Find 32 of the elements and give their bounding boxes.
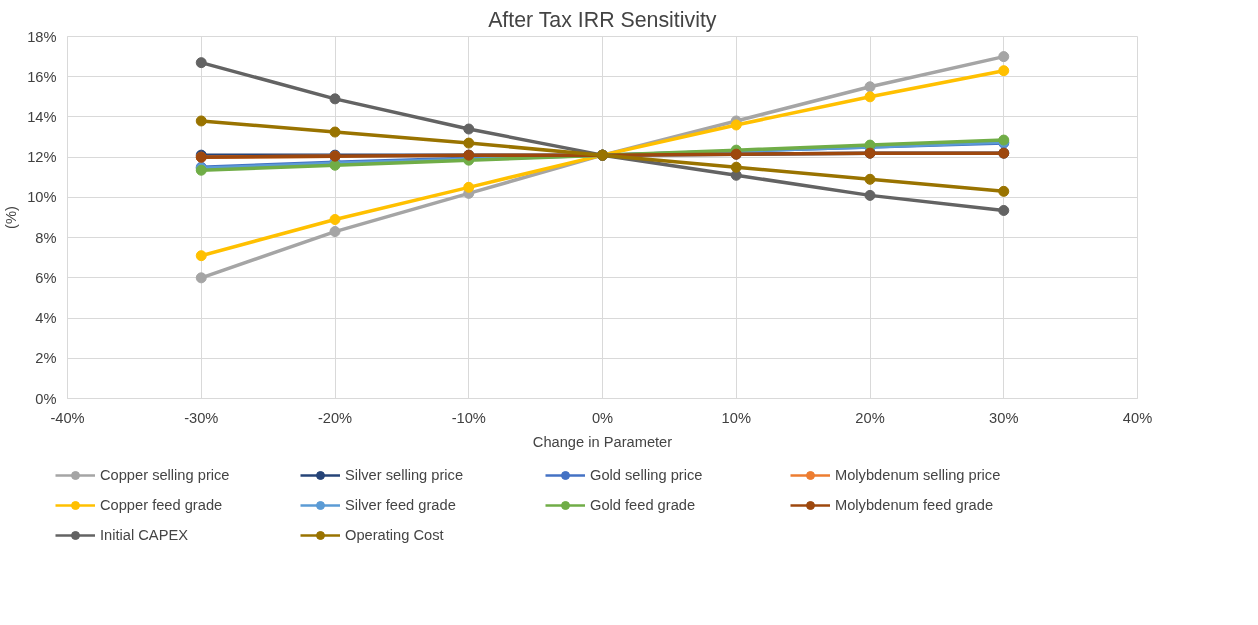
y-tick-label: 12% [27, 149, 57, 166]
x-tick-label: 20% [855, 409, 885, 426]
legend-label: Copper selling price [99, 466, 231, 483]
y-tick-label: 14% [27, 108, 57, 125]
x-tick-label: 0% [591, 409, 614, 426]
x-tick-label: 10% [721, 409, 751, 426]
chart-title: After Tax IRR Sensitivity [488, 7, 717, 32]
legend-label: Molybdenum selling price [834, 466, 1002, 483]
y-tick-label: 6% [35, 269, 57, 286]
legend-label: Copper feed grade [99, 496, 224, 513]
x-tick-label: 30% [989, 409, 1019, 426]
x-tick-label: -10% [451, 409, 486, 426]
legend-label: Gold feed grade [589, 496, 697, 513]
x-axis-title: Change in Parameter [532, 433, 673, 450]
legend-label: Operating Cost [344, 526, 445, 543]
legend-label: Silver feed grade [344, 496, 457, 513]
legend-label: Initial CAPEX [99, 526, 189, 543]
y-tick-label: 10% [27, 189, 57, 206]
y-tick-label: 2% [35, 350, 57, 367]
y-tick-label: 16% [27, 68, 57, 85]
y-tick-label: 4% [35, 310, 57, 327]
y-tick-label: 8% [35, 229, 57, 246]
x-tick-label: -20% [317, 409, 353, 426]
y-tick-label: 18% [27, 28, 57, 45]
x-tick-label: 40% [1122, 409, 1153, 426]
x-tick-label: -40% [50, 409, 85, 426]
y-axis-title: (%) [3, 206, 20, 229]
legend-label: Gold selling price [589, 466, 704, 483]
x-tick-label: -30% [184, 409, 219, 426]
legend-label: Silver selling price [344, 466, 465, 483]
y-tick-label: 0% [35, 390, 57, 407]
legend-label: Molybdenum feed grade [834, 496, 995, 513]
